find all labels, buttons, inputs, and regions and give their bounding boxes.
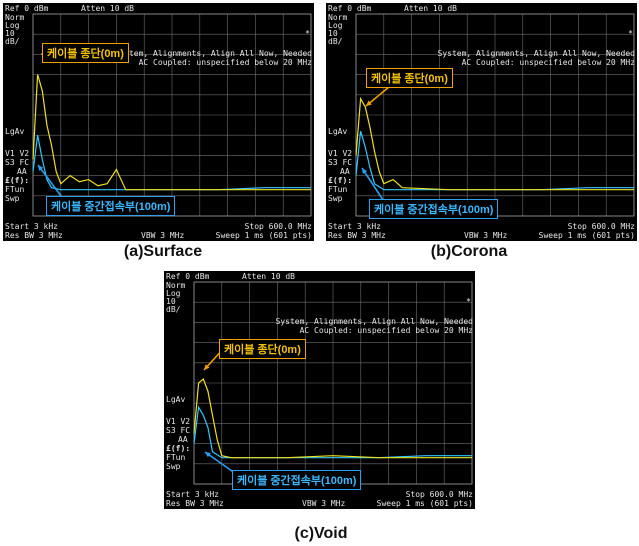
scale-norm: Norm <box>5 13 25 22</box>
swp-label: Swp <box>5 194 20 203</box>
arrow-head <box>38 165 44 171</box>
scale-10: 10 <box>5 29 15 38</box>
ref-level: Ref 0 dBm <box>166 272 210 281</box>
ftun-label: FTun <box>166 453 186 462</box>
start-frequency: Start 3 kHz <box>328 222 381 231</box>
trace-cable-end <box>32 74 311 191</box>
lgav-label: LgAv <box>328 127 348 136</box>
arrow-head <box>362 168 368 174</box>
lgav-label: LgAv <box>5 127 25 136</box>
ftun-label: FTun <box>328 185 348 194</box>
ff-label: £(f): <box>5 176 30 185</box>
scale-dbdiv: dB/ <box>5 37 20 46</box>
cable-joint-label: 케이블 중간접속부(100m) <box>46 196 176 216</box>
s3fc-label: S3 FC <box>166 426 191 435</box>
stop-frequency: Stop 600.0 MHz <box>244 222 312 231</box>
alignment-message: System, Alignments, Align All Now, Neede… <box>114 49 312 58</box>
ff-label: £(f): <box>166 444 191 453</box>
swp-label: Swp <box>166 462 181 471</box>
sweep-time: Sweep 1 ms (601 pts) <box>215 231 312 240</box>
caption-surface: (a)Surface <box>123 243 203 260</box>
attenuation: Atten 10 dB <box>242 272 295 281</box>
scale-norm: Norm <box>328 13 348 22</box>
marker-star: * <box>466 297 471 306</box>
marker-star: * <box>305 29 310 38</box>
ref-level: Ref 0 dBm <box>5 4 49 13</box>
scale-norm: Norm <box>166 281 186 290</box>
ftun-label: FTun <box>5 185 25 194</box>
coupling-message: AC Coupled: unspecified below 20 MHz <box>138 58 312 67</box>
aa-label: AA <box>340 167 350 176</box>
resolution-bandwidth: Res BW 3 MHz <box>5 231 63 240</box>
scale-dbdiv: dB/ <box>328 37 343 46</box>
sweep-time: Sweep 1 ms (601 pts) <box>538 231 635 240</box>
sweep-time: Sweep 1 ms (601 pts) <box>376 499 473 508</box>
start-frequency: Start 3 kHz <box>166 490 219 499</box>
v1v2-label: V1 V2 <box>166 417 191 426</box>
swp-label: Swp <box>328 194 343 203</box>
scale-log: Log <box>328 21 343 30</box>
trace-cable-end <box>193 377 472 459</box>
alignment-message: System, Alignments, Align All Now, Neede… <box>275 317 473 326</box>
stop-frequency: Stop 600.0 MHz <box>567 222 635 231</box>
scale-dbdiv: dB/ <box>166 305 181 314</box>
v1v2-label: V1 V2 <box>5 149 30 158</box>
s3fc-label: S3 FC <box>328 158 353 167</box>
aa-label: AA <box>178 435 188 444</box>
resolution-bandwidth: Res BW 3 MHz <box>166 499 224 508</box>
lgav-label: LgAv <box>166 395 186 404</box>
video-bandwidth: VBW 3 MHz <box>302 499 346 508</box>
aa-label: AA <box>17 167 27 176</box>
coupling-message: AC Coupled: unspecified below 20 MHz <box>299 326 473 335</box>
caption-void: (c)Void <box>294 525 348 542</box>
marker-star: * <box>628 29 633 38</box>
trace-cable-end <box>355 96 634 191</box>
cable-end-label: 케이블 종단(0m) <box>366 68 453 88</box>
s3fc-label: S3 FC <box>5 158 30 167</box>
cable-end-label: 케이블 종단(0m) <box>42 43 129 63</box>
cable-end-label: 케이블 종단(0m) <box>219 339 306 359</box>
ff-label: £(f): <box>328 176 353 185</box>
video-bandwidth: VBW 3 MHz <box>141 231 185 240</box>
resolution-bandwidth: Res BW 3 MHz <box>328 231 386 240</box>
start-frequency: Start 3 kHz <box>5 222 58 231</box>
arrow-head <box>366 100 372 106</box>
caption-corona: (b)Corona <box>430 243 508 260</box>
scale-10: 10 <box>328 29 338 38</box>
attenuation: Atten 10 dB <box>81 4 134 13</box>
plot-frame <box>32 13 312 217</box>
cable-joint-label: 케이블 중간접속부(100m) <box>232 470 362 490</box>
chart-panel-void: Ref 0 dBm Atten 10 dB Norm Log 10 dB/ * … <box>164 271 475 509</box>
arrow-head <box>204 364 210 370</box>
scale-log: Log <box>166 289 181 298</box>
video-bandwidth: VBW 3 MHz <box>464 231 508 240</box>
attenuation: Atten 10 dB <box>404 4 457 13</box>
cable-joint-label: 케이블 중간접속부(100m) <box>369 199 499 219</box>
stop-frequency: Stop 600.0 MHz <box>405 490 473 499</box>
coupling-message: AC Coupled: unspecified below 20 MHz <box>461 58 635 67</box>
arrow-head <box>205 452 211 458</box>
scale-log: Log <box>5 21 20 30</box>
v1v2-label: V1 V2 <box>328 149 353 158</box>
scale-10: 10 <box>166 297 176 306</box>
ref-level: Ref 0 dBm <box>328 4 372 13</box>
alignment-message: System, Alignments, Align All Now, Neede… <box>437 49 635 58</box>
